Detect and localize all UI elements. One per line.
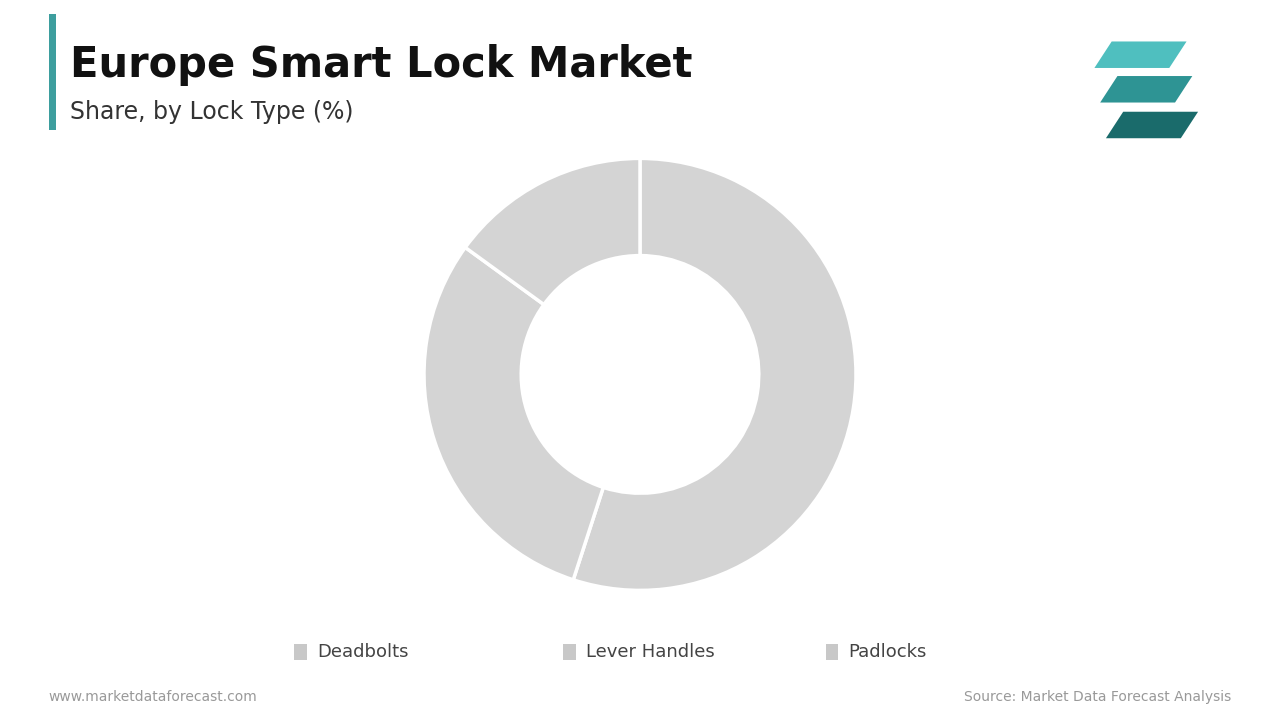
Wedge shape [573, 158, 856, 590]
Polygon shape [1094, 42, 1187, 68]
Text: Europe Smart Lock Market: Europe Smart Lock Market [70, 44, 692, 86]
Wedge shape [424, 248, 603, 580]
Text: www.marketdataforecast.com: www.marketdataforecast.com [49, 690, 257, 704]
Text: Source: Market Data Forecast Analysis: Source: Market Data Forecast Analysis [964, 690, 1231, 704]
Text: Deadbolts: Deadbolts [317, 642, 408, 661]
Text: Padlocks: Padlocks [849, 642, 927, 661]
Polygon shape [1101, 76, 1193, 102]
Text: Lever Handles: Lever Handles [586, 642, 716, 661]
Polygon shape [1106, 112, 1198, 138]
Wedge shape [465, 158, 640, 305]
Text: Share, by Lock Type (%): Share, by Lock Type (%) [70, 99, 353, 124]
